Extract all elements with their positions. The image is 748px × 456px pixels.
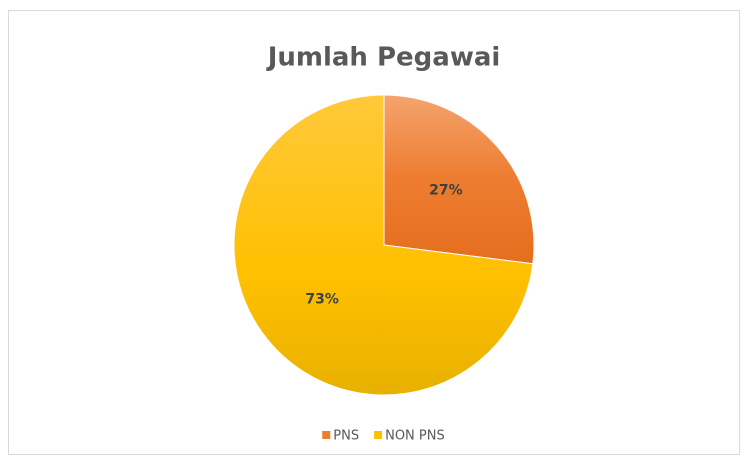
legend-swatch: [322, 431, 331, 439]
data-label: 73%: [305, 292, 339, 308]
legend-label: NON PNS: [385, 429, 445, 444]
data-label: 27%: [429, 182, 463, 198]
chart-title: Jumlah Pegawai: [266, 43, 501, 73]
legend-swatch: [374, 431, 383, 439]
pie-slice: [233, 94, 534, 396]
pie-slice: [383, 94, 535, 265]
legend-label: PNS: [333, 429, 359, 444]
